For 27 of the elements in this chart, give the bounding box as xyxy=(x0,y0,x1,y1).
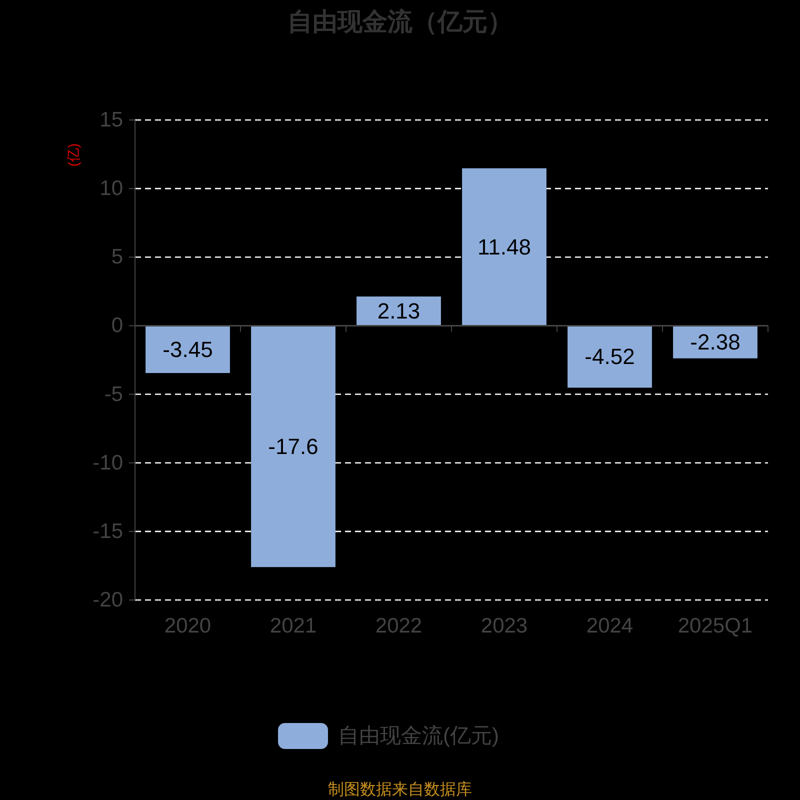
legend-label: 自由现金流(亿元) xyxy=(338,724,499,748)
x-tick-label: 2024 xyxy=(586,614,634,638)
data-label: -17.6 xyxy=(268,434,318,459)
data-label: -3.45 xyxy=(162,336,213,362)
y-tick-label: -5 xyxy=(104,382,123,406)
y-tick-label: 5 xyxy=(111,246,123,269)
y-tick-label: 10 xyxy=(100,177,123,200)
x-tick-label: 2022 xyxy=(375,614,422,638)
y-tick-label: 15 xyxy=(100,108,123,132)
x-tick-label: 2023 xyxy=(480,614,528,638)
y-tick-label: -15 xyxy=(92,520,123,543)
data-label: 2.13 xyxy=(377,298,420,324)
data-label: 11.48 xyxy=(478,234,531,260)
y-tick-label: -20 xyxy=(92,588,123,612)
data-label: -4.52 xyxy=(584,344,635,370)
data-label: -2.38 xyxy=(690,330,740,355)
y-axis-title: (亿) xyxy=(65,143,81,167)
y-tick-label: 0 xyxy=(111,314,123,338)
x-tick-label: 2020 xyxy=(164,614,212,638)
x-tick-label: 2025Q1 xyxy=(678,614,753,638)
y-tick-label: -10 xyxy=(92,451,123,474)
bar xyxy=(251,326,336,568)
text: 制图数据来自数据库 xyxy=(328,780,472,798)
bar xyxy=(462,168,546,326)
bar xyxy=(568,326,652,388)
x-tick-label: 2021 xyxy=(270,614,317,638)
bar xyxy=(146,326,230,374)
